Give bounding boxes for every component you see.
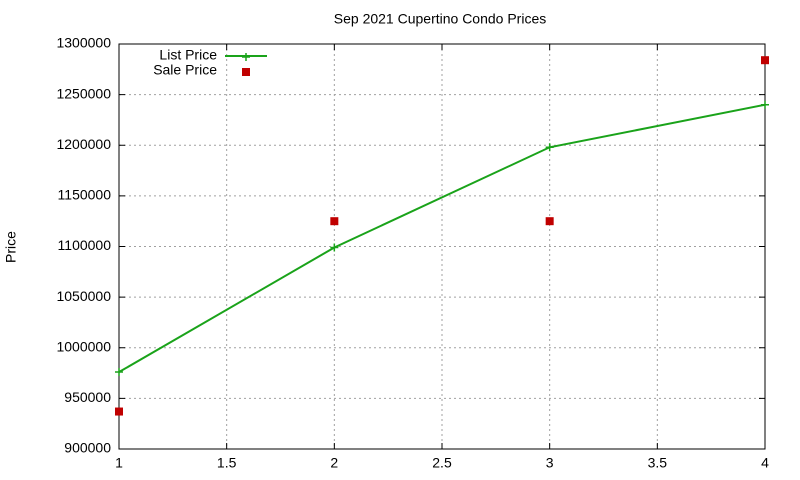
legend-label: List Price [159, 47, 217, 63]
marker [545, 217, 554, 226]
marker [761, 100, 769, 109]
y-tick-label: 900000 [64, 440, 111, 456]
x-tick-label: 4 [761, 455, 769, 471]
y-tick-label: 1250000 [56, 85, 111, 101]
y-tick-label: 1000000 [56, 338, 111, 354]
marker [330, 217, 339, 226]
series-line [118, 103, 766, 373]
marker [115, 407, 123, 416]
x-tick-label: 3.5 [648, 455, 668, 471]
x-tick-label: 2 [330, 455, 338, 471]
marker [761, 56, 769, 65]
x-tick-label: 1.5 [217, 455, 237, 471]
legend-marker [242, 53, 250, 61]
plot-frame [118, 43, 766, 450]
y-tick-label: 950000 [64, 389, 111, 405]
legend-label: Sale Price [153, 62, 217, 78]
x-tick-label: 1 [115, 455, 123, 471]
y-tick-label: 1100000 [58, 237, 112, 253]
y-tick-label: 1050000 [56, 288, 111, 304]
x-tick-label: 2.5 [432, 455, 452, 471]
marker [545, 143, 554, 152]
legend-marker [242, 68, 250, 76]
y-tick-label: 1150000 [58, 187, 112, 203]
x-tick-label: 3 [546, 455, 554, 471]
marker [330, 243, 339, 252]
y-tick-label: 1300000 [56, 35, 111, 51]
marker [115, 368, 123, 377]
y-tick-label: 1200000 [56, 136, 111, 152]
y-axis-label: Price [3, 231, 19, 263]
chart-title: Sep 2021 Cupertino Condo Prices [334, 11, 546, 27]
